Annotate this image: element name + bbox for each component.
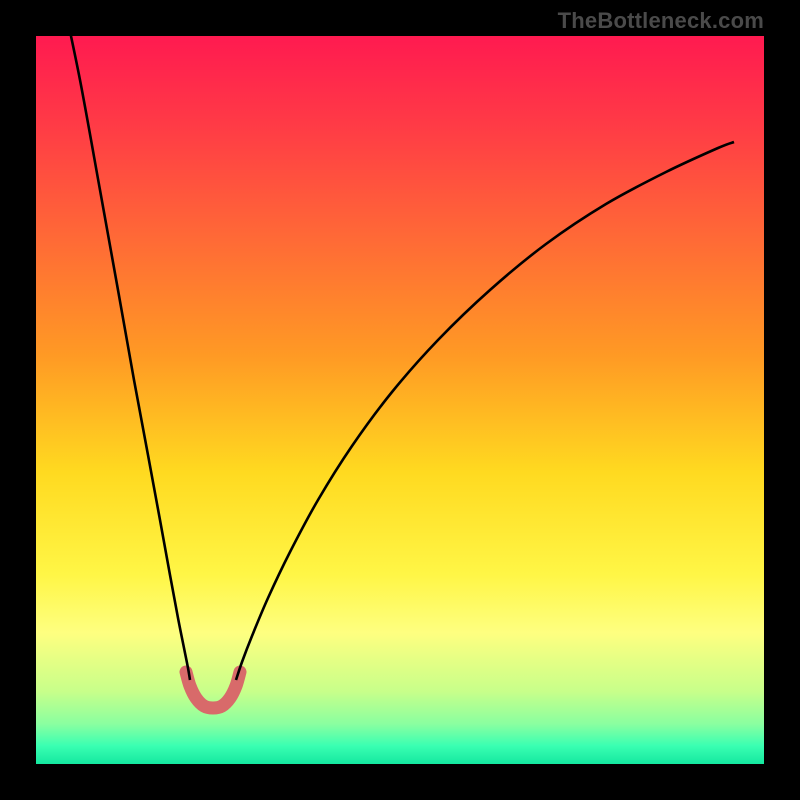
background-gradient (36, 36, 764, 764)
watermark-text: TheBottleneck.com (558, 8, 764, 34)
plot-area (36, 36, 764, 764)
